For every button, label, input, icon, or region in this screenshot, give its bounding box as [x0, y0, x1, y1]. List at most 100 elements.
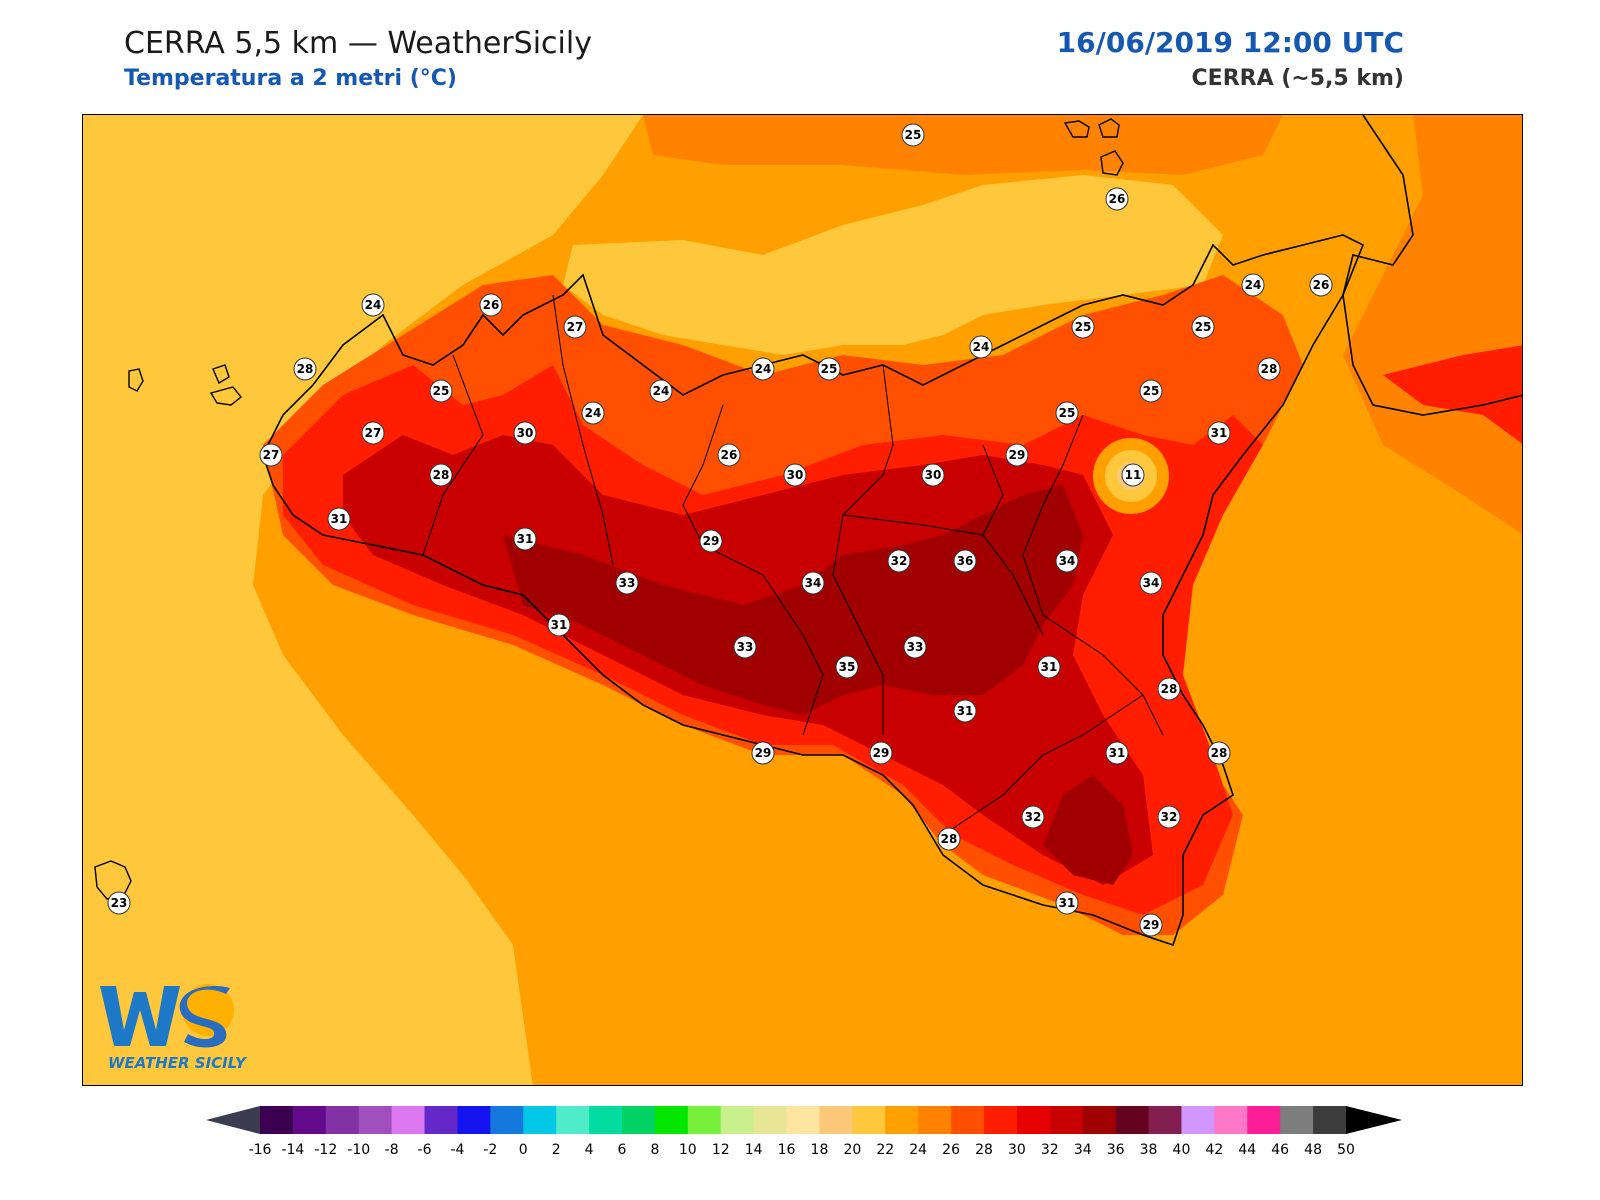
station-value: 25 [905, 128, 922, 142]
colorbar-tick-label: -16 [249, 1142, 272, 1158]
colorbar-swatch [1247, 1106, 1281, 1134]
station-label: 25 [1191, 315, 1215, 339]
station-label: 33 [903, 635, 927, 659]
station-marker [1055, 401, 1079, 425]
colorbar-tick-label: -2 [483, 1142, 497, 1158]
station-marker [717, 443, 741, 467]
colorbar-swatch [720, 1106, 755, 1134]
colorbar-swatch [391, 1106, 426, 1134]
colorbar: -16 -14 -12 -10 -8 -6 -4 -2 0 2 4 6 8 10 12 14 16 18 20 22 2… [206, 1106, 1402, 1158]
colorbar-tick-label: 24 [909, 1142, 927, 1158]
station-label: 28 [937, 827, 961, 851]
station-value: 33 [907, 640, 924, 654]
station-value: 31 [517, 532, 534, 546]
station-label: 24 [581, 401, 605, 425]
colorbar-swatch [424, 1106, 458, 1134]
colorbar-swatches [206, 1106, 1402, 1134]
station-marker [107, 891, 131, 915]
station-label: 11 [1121, 463, 1145, 487]
station-marker [1309, 273, 1333, 297]
station-marker [615, 571, 639, 595]
station-label: 33 [615, 571, 639, 595]
aeolian-islands [1063, 118, 1124, 176]
station-label: 27 [361, 421, 385, 445]
station-value: 31 [1059, 896, 1076, 910]
station-value: 28 [1211, 746, 1228, 760]
station-value: 25 [1059, 406, 1076, 420]
station-value: 31 [957, 704, 974, 718]
station-label: 25 [1071, 315, 1095, 339]
colorbar-swatch [753, 1106, 788, 1134]
station-value: 35 [839, 660, 856, 674]
colorbar-swatch [1082, 1106, 1117, 1134]
station-value: 25 [1075, 320, 1092, 334]
colorbar-swatch [358, 1106, 393, 1134]
station-marker [1037, 655, 1061, 679]
station-marker [699, 529, 723, 553]
station-label: 26 [717, 443, 741, 467]
colorbar-tick-label: -8 [385, 1142, 399, 1158]
station-value: 11 [1125, 468, 1142, 482]
colorbar-swatch [918, 1106, 952, 1134]
colorbar-tick-label: -6 [418, 1142, 432, 1158]
station-value: 25 [1143, 384, 1160, 398]
station-value: 24 [973, 340, 990, 354]
field-24-26-north [643, 115, 1283, 175]
station-value: 24 [585, 406, 602, 420]
station-label: 24 [649, 379, 673, 403]
colorbar-tick-label: 2 [552, 1142, 561, 1158]
station-value: 26 [483, 298, 500, 312]
station-label: 31 [1055, 891, 1079, 915]
station-value: 26 [1313, 278, 1330, 292]
field-calabria-hot [1383, 345, 1522, 444]
station-marker [835, 655, 859, 679]
station-value: 34 [1143, 576, 1160, 590]
weather-sicily-logo: WEATHER SICILY [100, 984, 248, 1072]
station-label: 34 [801, 571, 825, 595]
temperature-map-svg: 25 26 24 26 27 28 25 27 30 24 24 24 25 24 25 25 24 26 28 25… [83, 115, 1522, 1085]
egadi-islands [128, 364, 242, 406]
colorbar-swatch [885, 1106, 919, 1134]
station-value: 29 [873, 746, 890, 760]
station-marker [1139, 379, 1163, 403]
field-sicily-34 [503, 485, 1083, 715]
station-value: 28 [1161, 682, 1178, 696]
field-calabria [1343, 115, 1522, 534]
station-label: 30 [513, 421, 537, 445]
station-marker [921, 463, 945, 487]
station-value: 28 [297, 362, 314, 376]
station-marker [581, 401, 605, 425]
station-marker [1121, 463, 1145, 487]
province-borders [422, 294, 1164, 836]
station-label: 26 [479, 293, 503, 317]
station-marker [969, 335, 993, 359]
station-marker [783, 463, 807, 487]
station-label: 31 [327, 507, 351, 531]
station-marker [903, 635, 927, 659]
station-marker [429, 463, 453, 487]
station-label: 29 [751, 741, 775, 765]
colorbar-swatch [654, 1106, 689, 1134]
colorbar-tick-label: 36 [1107, 1142, 1125, 1158]
station-label: 36 [953, 549, 977, 573]
station-marker [1139, 913, 1163, 937]
colorbar-swatch [951, 1106, 985, 1134]
station-label: 29 [699, 529, 723, 553]
colorbar-swatch [556, 1106, 590, 1134]
station-marker [547, 613, 571, 637]
station-label: 34 [1055, 549, 1079, 573]
map-subtitle: Temperatura a 2 metri (°C) [124, 66, 457, 91]
station-marker [1207, 741, 1231, 765]
station-value: 23 [111, 896, 128, 910]
colorbar-tick-label: 16 [778, 1142, 796, 1158]
station-label: 25 [1055, 401, 1079, 425]
station-marker [887, 549, 911, 573]
station-value: 31 [1211, 426, 1228, 440]
station-value: 32 [1161, 810, 1178, 824]
colorbar-tick-label: 20 [843, 1142, 861, 1158]
colorbar-tick-label: -12 [314, 1142, 337, 1158]
colorbar-tick-label: 42 [1205, 1142, 1223, 1158]
station-label: 32 [1157, 805, 1181, 829]
logo-w-glyph [100, 986, 180, 1046]
station-marker [937, 827, 961, 851]
